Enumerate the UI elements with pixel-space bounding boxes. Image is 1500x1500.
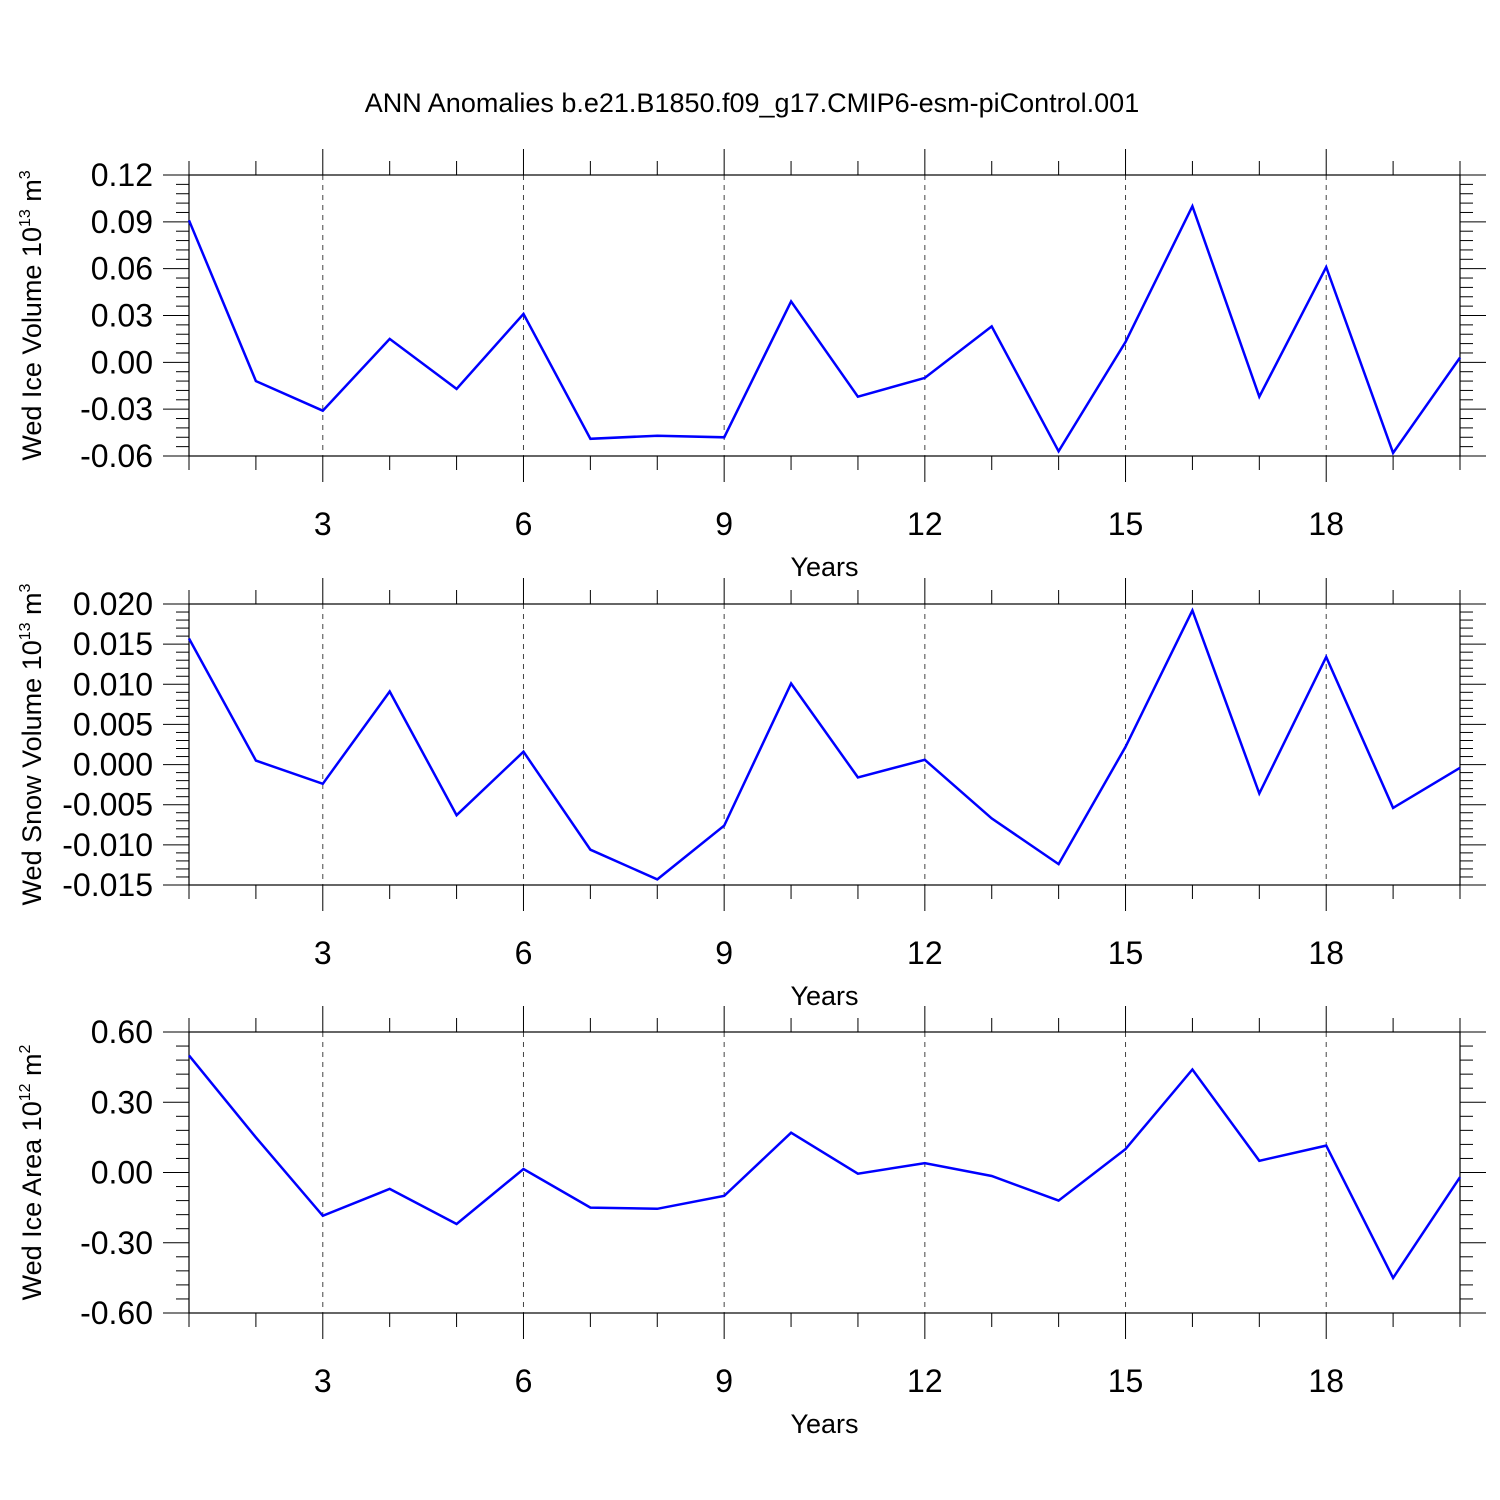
y-tick-label: -0.06 [80,438,153,474]
figure-title: ANN Anomalies b.e21.B1850.f09_g17.CMIP6-… [365,88,1139,118]
panel-ice-area: -0.60 -0.30 0.00 0.30 0.60 3 6 9 12 15 18 Years Wed … [17,1006,1486,1439]
x-tick-label: 3 [314,935,332,971]
x-tick-label: 9 [715,506,733,542]
y-tick-label: 0.03 [91,298,153,334]
x-axis-label: Years [790,981,858,1011]
x-tick-label: 12 [907,935,943,971]
y-tick-label: 0.015 [73,626,153,662]
y-tick-label: -0.005 [62,787,153,823]
x-tick-label: 3 [314,506,332,542]
y-tick-label: 0.005 [73,706,153,742]
x-tick-label: 15 [1108,1363,1144,1399]
x-tick-label: 15 [1108,506,1144,542]
y-tick-label: -0.03 [80,391,153,427]
plot-frame [188,603,1461,886]
y-tick-label: 0.00 [91,344,153,380]
x-tick-label: 6 [515,1363,533,1399]
x-axis-label: Years [790,1409,858,1439]
y-tick-label: 0.010 [73,666,153,702]
x-tick-label: 18 [1308,506,1344,542]
x-tick-label: 12 [907,1363,943,1399]
x-tick-label: 6 [515,506,533,542]
panel-snow-volume: -0.015 -0.010 -0.005 0.000 0.005 0.010 0.015 0.… [17,578,1486,1011]
y-tick-label: 0.60 [91,1014,153,1050]
x-tick-label: 6 [515,935,533,971]
y-axis-label: Wed Snow Volume 1013 m3 [17,583,47,905]
y-tick-label: -0.30 [80,1225,153,1261]
y-tick-label: 0.000 [73,747,153,783]
x-tick-label: 18 [1308,935,1344,971]
series-line [187,607,1461,881]
y-tick-label: -0.60 [80,1295,153,1331]
y-tick-label: 0.09 [91,204,153,240]
x-axis-label: Years [790,552,858,582]
plot-frame [188,174,1461,457]
x-tick-label: 9 [715,1363,733,1399]
x-tick-label: 18 [1308,1363,1344,1399]
x-tick-label: 12 [907,506,943,542]
y-tick-label: 0.30 [91,1084,153,1120]
x-tick-label: 3 [314,1363,332,1399]
y-tick-label: 0.00 [91,1155,153,1191]
plot-frame [188,1031,1461,1314]
y-axis-label: Wed Ice Area 1012 m2 [17,1044,47,1300]
y-axis-label: Wed Ice Volume 1013 m3 [17,170,47,460]
x-tick-label: 9 [715,935,733,971]
panel-ice-volume: -0.06 -0.03 0.00 0.03 0.06 0.09 0.12 3 6 9 12 15 18 Y… [17,149,1486,582]
series-line [187,202,1462,456]
y-tick-label: -0.010 [62,827,153,863]
y-tick-label: -0.015 [62,867,153,903]
x-tick-label: 15 [1108,935,1144,971]
y-tick-label: 0.12 [91,157,153,193]
series-line [188,1054,1462,1281]
y-tick-label: 0.06 [91,251,153,287]
y-tick-label: 0.020 [73,586,153,622]
